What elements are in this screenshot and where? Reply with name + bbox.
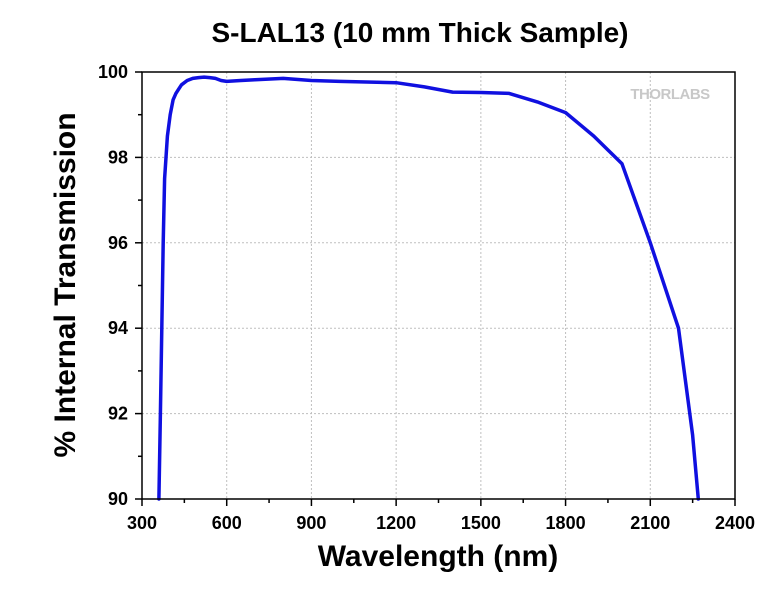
thorlabs-watermark: THORLABS — [630, 86, 710, 103]
y-tick-label: 96 — [108, 233, 128, 253]
x-tick-label: 1500 — [461, 513, 501, 533]
y-tick-label: 94 — [108, 318, 128, 338]
x-tick-label: 600 — [212, 513, 242, 533]
x-tick-label: 1200 — [376, 513, 416, 533]
series-layer — [157, 75, 701, 501]
grid-layer — [142, 72, 735, 499]
y-axis-title: % Internal Transmission — [49, 112, 82, 457]
y-tick-label: 92 — [108, 404, 128, 424]
x-axis-title: Wavelength (nm) — [318, 540, 559, 573]
x-tick-label: 2400 — [715, 513, 755, 533]
x-tick-label: 300 — [127, 513, 157, 533]
x-tick-label: 1800 — [546, 513, 586, 533]
y-tick-label: 100 — [98, 62, 128, 82]
y-tick-label: 98 — [108, 147, 128, 167]
tick-label-layer: 300 600 900 1200 1500 1800 2100 2400 90 92 94 96 98 1… — [98, 62, 755, 533]
transmission-series-line — [157, 75, 701, 501]
x-tick-label: 900 — [296, 513, 326, 533]
chart-title: S-LAL13 (10 mm Thick Sample) — [211, 17, 628, 48]
y-tick-label: 90 — [108, 489, 128, 509]
plot-frame — [141, 71, 736, 500]
x-tick-label: 2100 — [630, 513, 670, 533]
tick-layer — [135, 71, 736, 506]
